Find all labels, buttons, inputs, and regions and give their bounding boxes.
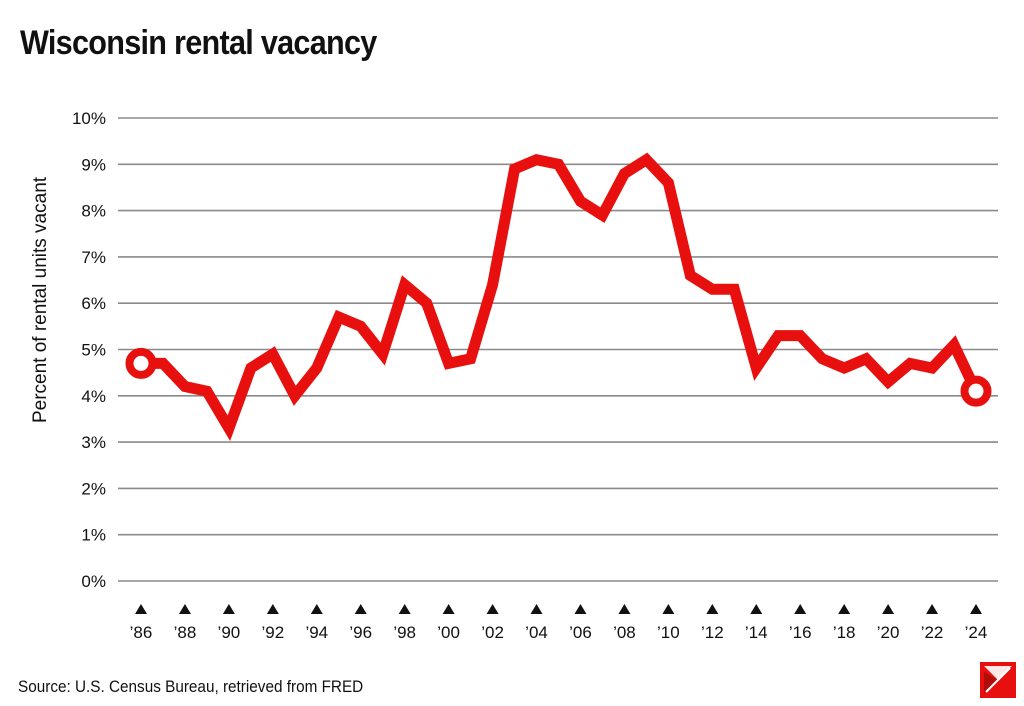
chart-title: Wisconsin rental vacancy [20, 24, 377, 62]
x-tick-marker [926, 604, 939, 614]
series-group [125, 152, 992, 441]
x-tick-marker [882, 604, 895, 614]
x-tick-label: ’94 [305, 623, 328, 642]
x-tick-marker [970, 604, 982, 614]
x-tick-label: ’06 [569, 623, 592, 642]
y-tick-label: 0% [81, 572, 106, 591]
y-tick-label: 6% [81, 294, 106, 313]
x-tick-label: ’20 [877, 623, 900, 642]
y-tick-label: 2% [81, 479, 106, 498]
x-tick-marker [135, 604, 147, 614]
x-tick-label: ’16 [789, 623, 812, 642]
x-tick-marker [838, 604, 851, 614]
x-tick-labels: ’86 ’88 ’90 ’92 ’94 ’96 ’98 ’00 ’02 ’04 ’06 ’08 ’10 ’… [130, 623, 988, 642]
y-tick-label: 3% [81, 433, 106, 452]
gridlines [118, 117, 998, 582]
x-tick-label: ’12 [701, 623, 724, 642]
y-axis-label: Percent of rental units vacant [30, 176, 51, 423]
x-tick-marker [222, 604, 235, 614]
y-tick-label: 10% [72, 109, 106, 128]
x-tick-label: ’98 [393, 623, 416, 642]
x-tick-label: ’86 [130, 623, 153, 642]
x-tick-marker [530, 604, 543, 614]
y-tick-labels: 0% 1% 2% 3% 4% 5% 6% 7% 8% 9% 10% [72, 109, 106, 591]
x-tick-marker [794, 604, 807, 614]
x-tick-label: ’04 [525, 623, 548, 642]
x-tick-label: ’88 [174, 623, 197, 642]
x-tick-label: ’10 [657, 623, 680, 642]
y-tick-label: 8% [81, 202, 106, 221]
x-tick-markers [135, 604, 982, 614]
x-tick-label: ’92 [261, 623, 284, 642]
x-tick-label: ’24 [965, 623, 988, 642]
y-tick-label: 5% [81, 341, 106, 360]
x-tick-marker [442, 604, 455, 614]
source-note: Source: U.S. Census Bureau, retrieved fr… [18, 677, 364, 696]
x-tick-marker [398, 604, 411, 614]
y-tick-label: 1% [81, 526, 106, 545]
end-point-marker [960, 375, 992, 407]
y-tick-label: 7% [81, 248, 106, 267]
x-tick-marker [178, 604, 191, 614]
y-tick-label: 4% [81, 387, 106, 406]
x-tick-label: ’02 [481, 623, 504, 642]
x-tick-label: ’00 [437, 623, 460, 642]
x-tick-label: ’08 [613, 623, 636, 642]
x-tick-marker [266, 604, 279, 614]
x-tick-label: ’14 [745, 623, 768, 642]
y-tick-label: 9% [81, 155, 106, 174]
x-tick-label: ’96 [349, 623, 372, 642]
x-tick-marker [354, 604, 367, 614]
x-tick-marker [662, 604, 675, 614]
start-point-marker [125, 347, 157, 379]
x-tick-marker [618, 604, 631, 614]
publisher-logo-icon [980, 662, 1016, 698]
x-tick-marker [486, 604, 499, 614]
x-tick-label: ’90 [218, 623, 241, 642]
x-tick-label: ’18 [833, 623, 856, 642]
x-tick-marker [706, 604, 719, 614]
x-tick-marker [574, 604, 587, 614]
series-line [141, 152, 981, 441]
x-tick-marker [310, 604, 323, 614]
x-tick-label: ’22 [921, 623, 944, 642]
x-tick-marker [750, 604, 763, 614]
